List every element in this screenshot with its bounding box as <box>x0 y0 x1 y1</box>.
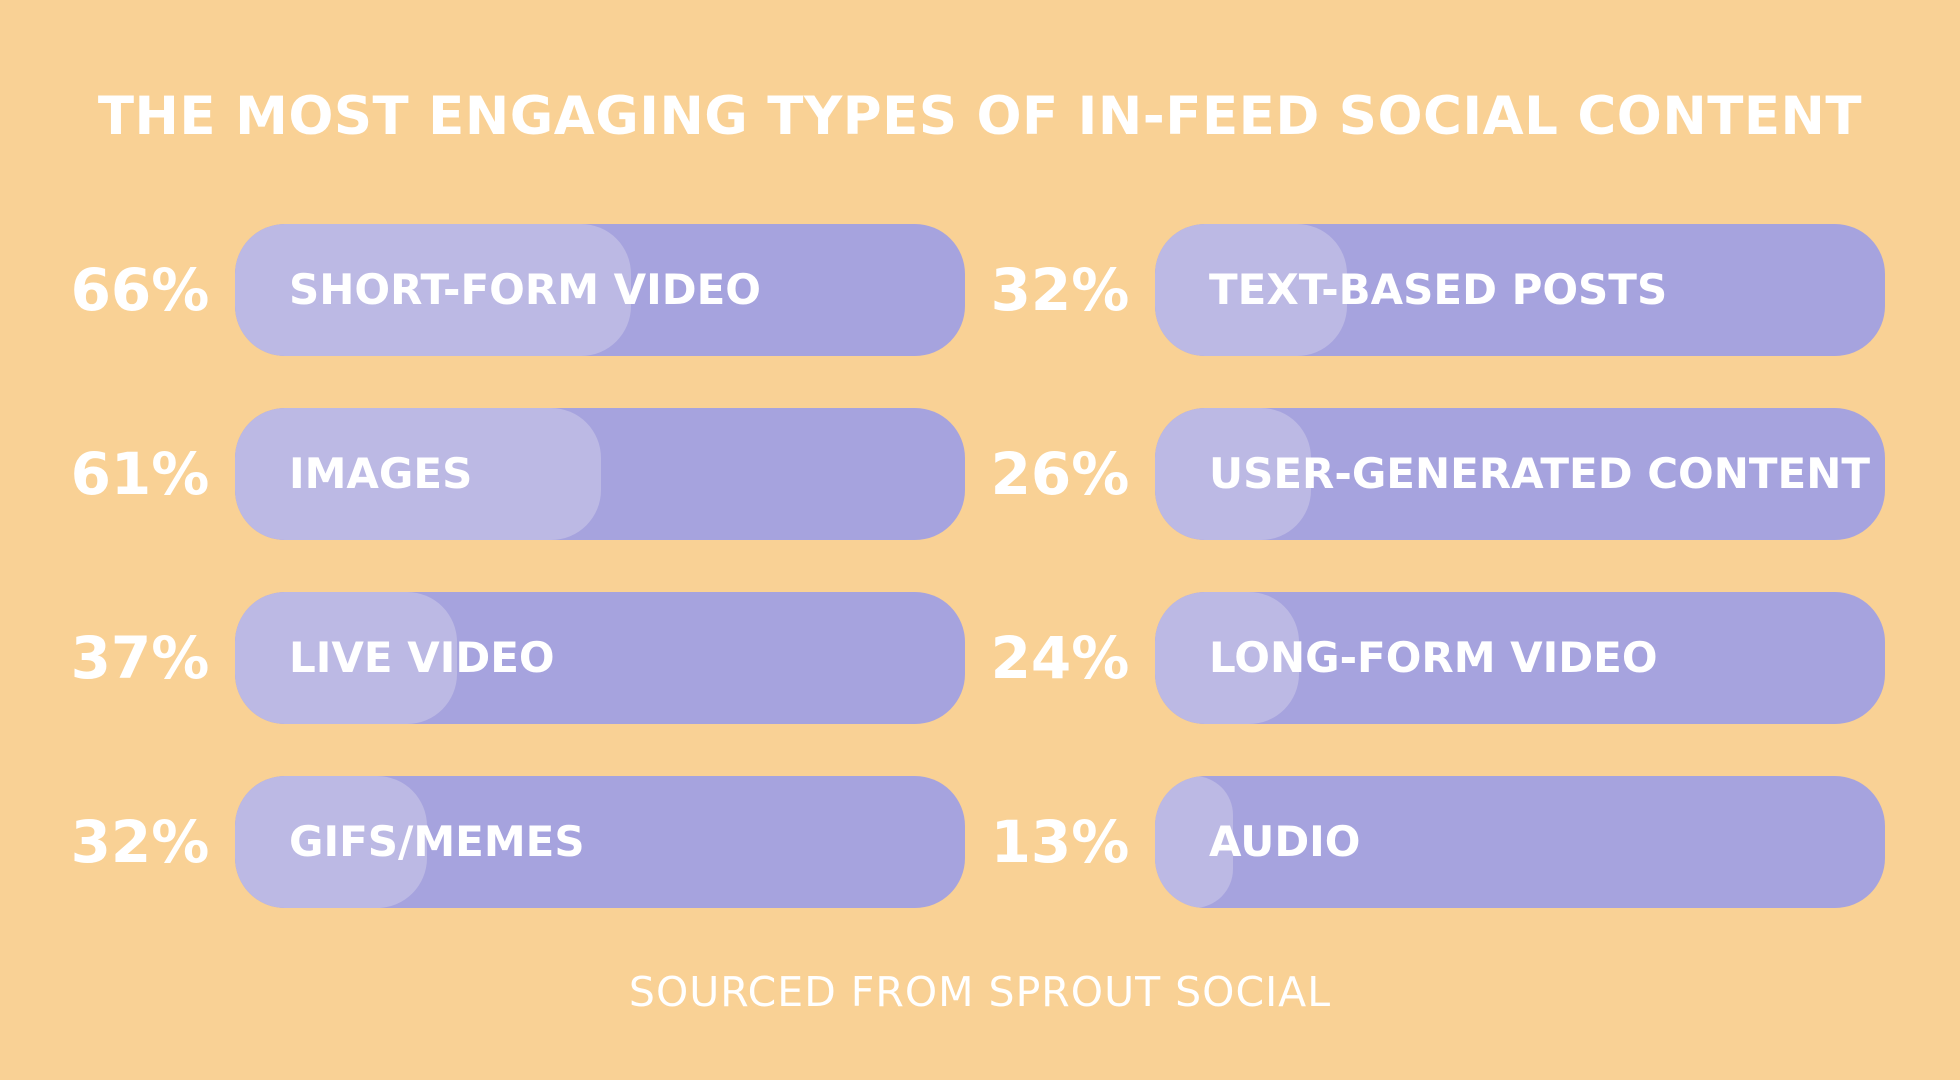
bar-track: SHORT-FORM VIDEO <box>235 224 965 356</box>
bar-category-label: TEXT-BASED POSTS <box>1209 265 1668 314</box>
bar-item: 32% GIFS/MEMES <box>70 776 975 908</box>
bar-fill <box>1155 776 1233 908</box>
bar-value-label: 37% <box>70 624 210 692</box>
bar-category-label: GIFS/MEMES <box>289 817 585 866</box>
bar-value-label: 13% <box>990 808 1130 876</box>
bar-fill <box>235 224 631 356</box>
bar-track: IMAGES <box>235 408 965 540</box>
bar-fill <box>235 592 457 724</box>
bar-value-label: 26% <box>990 440 1130 508</box>
bar-track: LONG-FORM VIDEO <box>1155 592 1885 724</box>
bar-category-label: USER-GENERATED CONTENT <box>1209 449 1871 498</box>
bar-fill <box>1155 224 1347 356</box>
chart-title: THE MOST ENGAGING TYPES OF IN-FEED SOCIA… <box>97 86 1863 147</box>
bar-value-label: 61% <box>70 440 210 508</box>
bar-item: 13% AUDIO <box>990 776 1895 908</box>
bar-category-label: SHORT-FORM VIDEO <box>289 265 762 314</box>
bar-item: 66% SHORT-FORM VIDEO <box>70 224 975 356</box>
bar-track: TEXT-BASED POSTS <box>1155 224 1885 356</box>
bar-fill <box>1155 592 1299 724</box>
bar-item: 61% IMAGES <box>70 408 975 540</box>
bar-category-label: LONG-FORM VIDEO <box>1209 633 1658 682</box>
bar-category-label: AUDIO <box>1209 817 1361 866</box>
bar-value-label: 66% <box>70 256 210 324</box>
bar-track: GIFS/MEMES <box>235 776 965 908</box>
bar-track: LIVE VIDEO <box>235 592 965 724</box>
bar-track: USER-GENERATED CONTENT <box>1155 408 1885 540</box>
bar-item: 32% TEXT-BASED POSTS <box>990 224 1895 356</box>
bar-fill <box>235 408 601 540</box>
bar-category-label: LIVE VIDEO <box>289 633 555 682</box>
bar-value-label: 24% <box>990 624 1130 692</box>
bar-item: 24% LONG-FORM VIDEO <box>990 592 1895 724</box>
source-note: SOURCED FROM SPROUT SOCIAL <box>628 968 1332 1016</box>
bar-item: 37% LIVE VIDEO <box>70 592 975 724</box>
bar-category-label: IMAGES <box>289 449 473 498</box>
bar-fill <box>1155 408 1311 540</box>
bar-track: AUDIO <box>1155 776 1885 908</box>
bar-item: 26% USER-GENERATED CONTENT <box>990 408 1895 540</box>
bar-value-label: 32% <box>990 256 1130 324</box>
bar-fill <box>235 776 427 908</box>
bar-value-label: 32% <box>70 808 210 876</box>
